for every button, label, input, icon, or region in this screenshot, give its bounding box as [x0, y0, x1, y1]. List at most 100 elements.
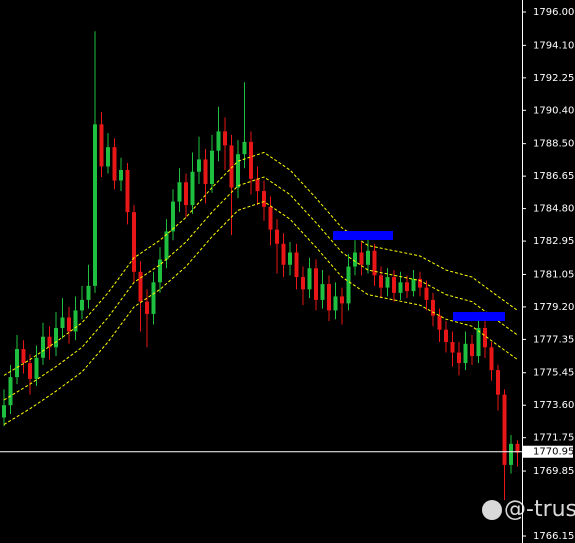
- candle-body: [353, 252, 357, 267]
- candle-body: [210, 150, 214, 185]
- y-tick-label: 1769.85: [533, 466, 574, 477]
- candle-body: [236, 154, 240, 188]
- candle-body: [203, 159, 208, 185]
- candle-body: [509, 443, 513, 465]
- candle-body: [73, 310, 78, 332]
- candle-body: [145, 301, 149, 314]
- candle-body: [132, 212, 136, 272]
- y-tick-label: 1777.35: [533, 334, 574, 345]
- candle-body: [307, 268, 312, 290]
- candle-body: [125, 169, 130, 213]
- candle-body: [392, 277, 396, 293]
- candle-body: [379, 275, 383, 288]
- candle-body: [275, 229, 279, 244]
- y-tick-label: 1782.95: [533, 236, 574, 247]
- candle-body: [28, 363, 32, 379]
- candle-body: [106, 147, 110, 167]
- candle-body: [249, 141, 253, 179]
- candle-body: [60, 317, 65, 328]
- candle-body: [54, 327, 58, 348]
- envelope-line: [3, 201, 518, 425]
- candle-body: [93, 124, 97, 286]
- candle-body: [294, 252, 299, 278]
- candle-body: [327, 284, 331, 311]
- candle-body: [496, 370, 500, 395]
- y-tick-label: 1790.40: [533, 105, 574, 116]
- envelope-line: [3, 176, 518, 401]
- candle-body: [242, 141, 247, 155]
- y-tick-label: 1796.00: [533, 7, 574, 18]
- candle-body: [437, 315, 442, 330]
- candle-body: [457, 352, 461, 364]
- y-tick-label: 1786.65: [533, 171, 574, 182]
- candle-body: [333, 296, 338, 311]
- candle-body: [158, 259, 162, 283]
- y-tick-label: 1773.60: [533, 400, 574, 411]
- candle-body: [223, 131, 227, 146]
- candle-body: [483, 327, 487, 348]
- watermark: @-trust: [504, 497, 575, 522]
- candle-body: [268, 206, 273, 230]
- candle-body: [67, 317, 71, 332]
- candle-body: [463, 343, 468, 364]
- candle-body: [398, 282, 403, 293]
- y-tick-label: 1775.45: [533, 368, 574, 379]
- candle-body: [476, 327, 481, 357]
- candle-body: [229, 145, 234, 188]
- candle-body: [184, 182, 188, 206]
- candle-body: [450, 342, 455, 353]
- current-price-label: 1770.95: [533, 447, 574, 458]
- candle-body: [112, 147, 117, 181]
- candle-body: [216, 131, 221, 151]
- candle-body: [424, 287, 429, 300]
- candle-body: [314, 268, 318, 300]
- candle-body: [151, 282, 156, 314]
- candle-body: [405, 282, 409, 292]
- candle-body: [119, 169, 123, 181]
- y-tick-label: 1784.80: [533, 204, 574, 215]
- candle-body: [281, 243, 286, 265]
- candle-body: [41, 336, 45, 358]
- y-tick-label: 1781.05: [533, 269, 574, 280]
- candle-body: [34, 357, 39, 379]
- y-tick-label: 1788.50: [533, 139, 574, 150]
- candle-body: [15, 349, 19, 378]
- candle-body: [385, 277, 390, 288]
- candle-body: [320, 284, 325, 300]
- candle-body: [515, 443, 520, 453]
- y-tick-label: 1766.15: [533, 531, 574, 542]
- candle-body: [80, 299, 84, 311]
- candle-body: [99, 124, 104, 167]
- candle-body: [489, 347, 494, 371]
- candle-body: [21, 349, 26, 364]
- candle-body: [47, 336, 52, 348]
- watermark-logo: [482, 500, 502, 520]
- candle-body: [171, 201, 175, 232]
- candle-body: [177, 182, 182, 202]
- y-tick-label: 1771.75: [533, 433, 574, 444]
- candle-body: [359, 252, 364, 265]
- candle-body: [138, 271, 143, 302]
- plot-area: [2, 31, 520, 501]
- candle-body: [431, 299, 435, 316]
- candle-body: [372, 250, 377, 276]
- candle-body: [470, 343, 474, 357]
- envelope-line: [3, 151, 518, 376]
- candle-body: [2, 405, 6, 418]
- candle-body: [262, 191, 266, 207]
- candle-body: [502, 394, 507, 465]
- candle-body: [288, 252, 292, 265]
- current-price-box: [523, 445, 573, 458]
- candle-body: [346, 266, 351, 304]
- candle-body: [86, 285, 91, 300]
- candle-body: [301, 277, 305, 290]
- candle-body: [366, 250, 370, 265]
- candle-body: [197, 159, 201, 172]
- y-tick-label: 1779.20: [533, 302, 574, 313]
- candle-body: [164, 231, 169, 260]
- candle-body: [340, 296, 344, 304]
- candle-body: [190, 171, 195, 206]
